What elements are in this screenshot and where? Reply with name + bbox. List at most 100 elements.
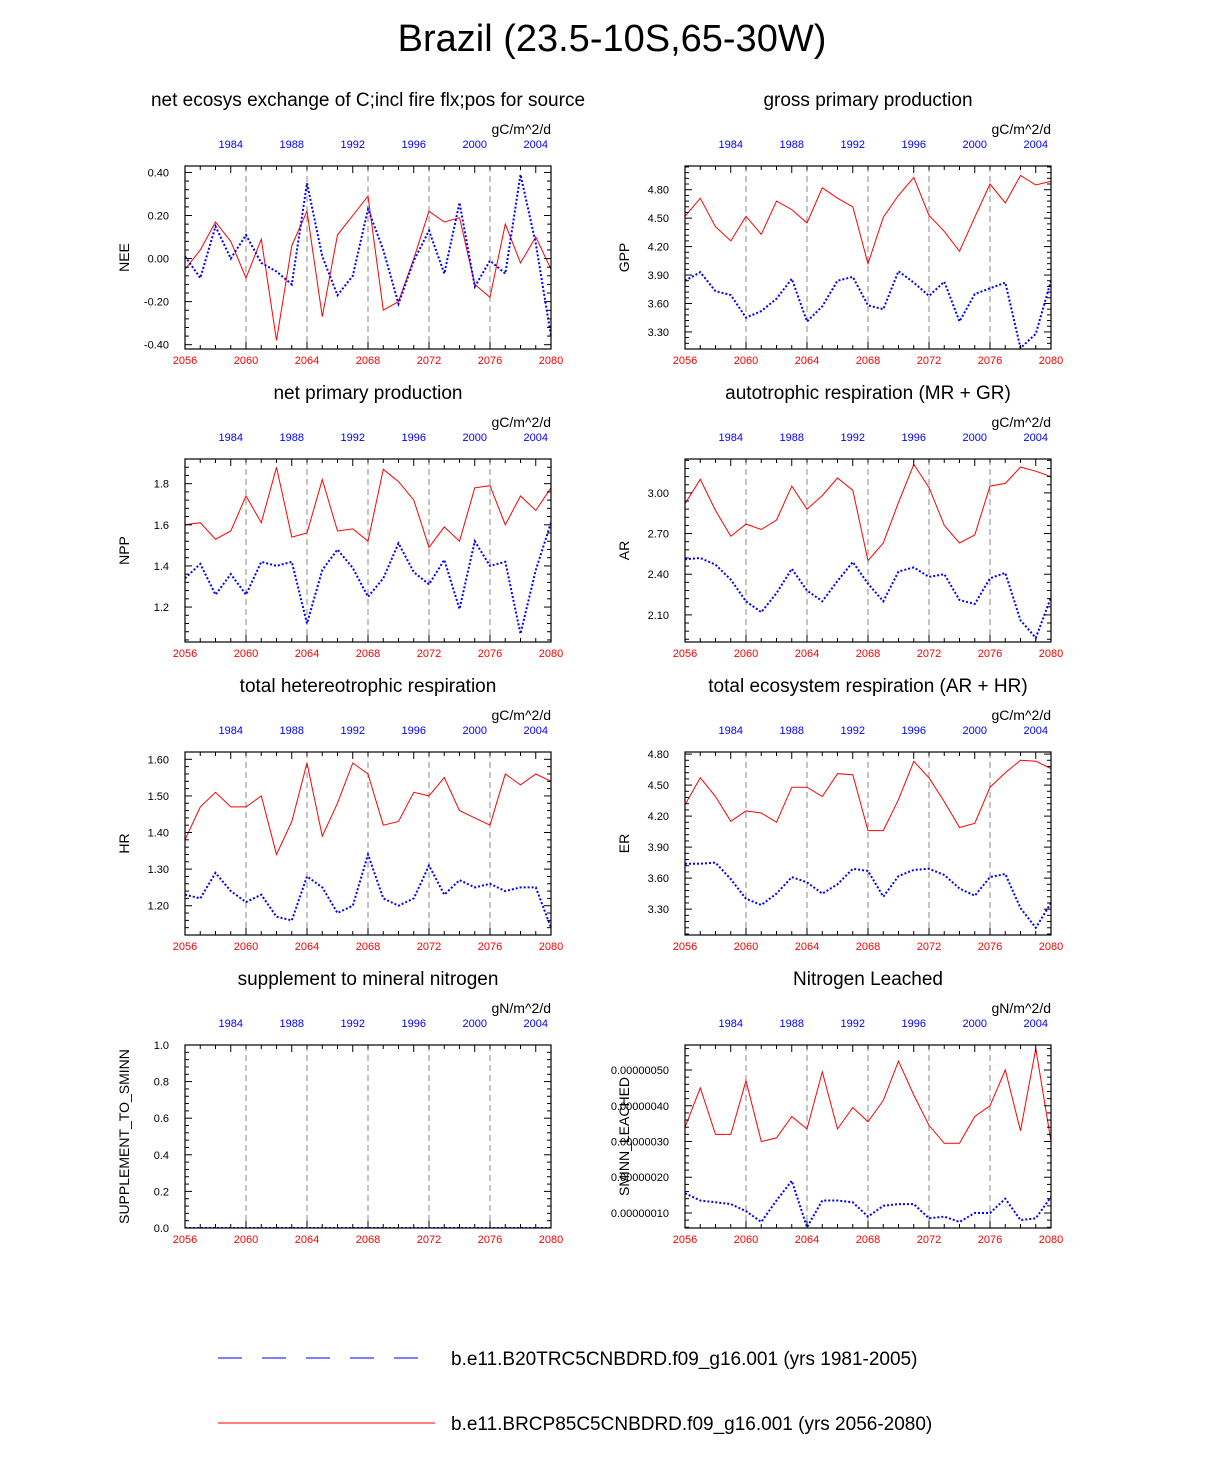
x-tick-label: 2068 [856,648,880,660]
top-tick-label: 1996 [902,1018,926,1030]
x-tick-label: 2060 [734,941,758,953]
x-tick-label: 2072 [917,648,941,660]
x-tick-label: 2060 [234,941,258,953]
legend: b.e11.B20TRC5CNBDRD.f09_g16.001 (yrs 198… [218,1349,932,1435]
panel-title: net ecosys exchange of C;incl fire flx;p… [151,90,585,111]
x-tick-label: 2064 [795,1234,819,1246]
top-tick-label: 1996 [902,139,926,151]
series-group [685,759,1051,930]
x-tick-label: 2076 [478,1234,502,1246]
top-tick-label: 1992 [341,432,365,444]
x-tick-label: 2068 [356,355,380,367]
top-tick-label: 1996 [902,432,926,444]
top-tick-label: 2000 [463,1018,487,1030]
units-label: gC/m^2/d [492,707,551,723]
x-tick-label: 2072 [917,355,941,367]
x-tick-label: 2072 [917,1234,941,1246]
x-tick-label: 2056 [673,648,697,660]
y-tick-label: 1.20 [148,901,169,913]
top-tick-label: 2000 [463,139,487,151]
top-tick-label: 2000 [963,139,987,151]
y-tick-label: 2.10 [648,610,669,622]
y-tick-label: 1.30 [148,864,169,876]
top-tick-label: 1992 [341,1018,365,1030]
top-tick-label: 2004 [1024,139,1048,151]
x-tick-label: 2080 [539,1234,563,1246]
series-line-1981-2005 [685,861,1051,930]
y-axis-label: GPP [616,243,632,273]
series-group [185,174,551,341]
top-tick-label: 1996 [402,725,426,737]
y-tick-label: 2.40 [648,569,669,581]
series-group [685,174,1051,349]
top-tick-label: 1996 [402,1018,426,1030]
series-line-1981-2005 [685,269,1051,349]
series-line-2056-2080 [185,194,551,341]
top-tick-label: 1992 [841,725,865,737]
units-label: gC/m^2/d [492,414,551,430]
x-tick-label: 2076 [978,941,1002,953]
x-tick-label: 2076 [478,648,502,660]
y-tick-label: 3.90 [648,270,669,282]
y-tick-label: 0.20 [148,211,169,223]
top-tick-label: 1992 [341,725,365,737]
panel-title: total hetereotrophic respiration [240,676,497,697]
y-tick-label: 1.8 [154,479,169,491]
y-tick-label: 0.00 [148,254,169,266]
series-line-2056-2080 [185,467,551,549]
top-tick-label: 2004 [1024,725,1048,737]
x-tick-label: 2056 [673,1234,697,1246]
x-tick-label: 2076 [478,941,502,953]
x-tick-label: 2060 [734,355,758,367]
top-tick-label: 1984 [219,432,243,444]
y-tick-label: 0.00000040 [611,1101,669,1113]
y-tick-label: -0.20 [144,297,169,309]
panel-title: Nitrogen Leached [793,969,943,990]
y-tick-label: 3.30 [648,904,669,916]
y-axis-label: SUPPLEMENT_TO_SMINN [116,1049,132,1224]
top-tick-label: 1992 [841,1018,865,1030]
top-tick-label: 1984 [719,432,743,444]
y-axis-label: HR [116,833,132,853]
x-tick-label: 2056 [673,941,697,953]
y-axis-label: AR [616,541,632,560]
x-tick-label: 2056 [673,355,697,367]
series-line-2056-2080 [685,1048,1051,1144]
x-tick-label: 2068 [856,355,880,367]
x-tick-label: 2072 [917,941,941,953]
x-tick-label: 2056 [173,648,197,660]
y-tick-label: 1.2 [154,602,169,614]
chart-panel: total ecosystem respiration (AR + HR) gC/… [616,676,1063,953]
y-tick-label: -0.40 [144,340,169,352]
top-tick-label: 2000 [463,725,487,737]
x-tick-label: 2076 [978,355,1002,367]
top-tick-label: 1984 [219,139,243,151]
x-tick-label: 2080 [1039,648,1063,660]
x-tick-label: 2064 [795,355,819,367]
x-tick-label: 2080 [539,355,563,367]
series-line-1981-2005 [185,522,551,635]
top-tick-label: 1988 [780,725,804,737]
chart-panel: net primary production gC/m^2/d 2056 2060 20… [116,383,563,660]
x-tick-label: 2072 [417,1234,441,1246]
y-tick-label: 0.2 [154,1186,169,1198]
y-tick-label: 0.40 [148,167,169,179]
y-axis-label: ER [616,834,632,853]
y-axis-label: SMINN_LEACHED [616,1077,632,1196]
series-line-1981-2005 [685,1178,1051,1228]
panel-title: total ecosystem respiration (AR + HR) [708,676,1027,697]
top-tick-label: 1988 [280,1018,304,1030]
x-tick-label: 2056 [173,355,197,367]
y-tick-label: 4.50 [648,780,669,792]
top-tick-label: 2000 [963,432,987,444]
panel-title: supplement to mineral nitrogen [238,969,499,990]
top-tick-label: 1988 [280,139,304,151]
panel-title: gross primary production [763,90,972,111]
y-tick-label: 1.4 [154,561,169,573]
x-tick-label: 2068 [356,1234,380,1246]
x-tick-label: 2064 [795,941,819,953]
chart-panel: gross primary production gC/m^2/d 2056 2060… [616,90,1063,367]
top-tick-label: 2000 [963,725,987,737]
y-tick-label: 1.6 [154,520,169,532]
top-tick-label: 1988 [280,432,304,444]
